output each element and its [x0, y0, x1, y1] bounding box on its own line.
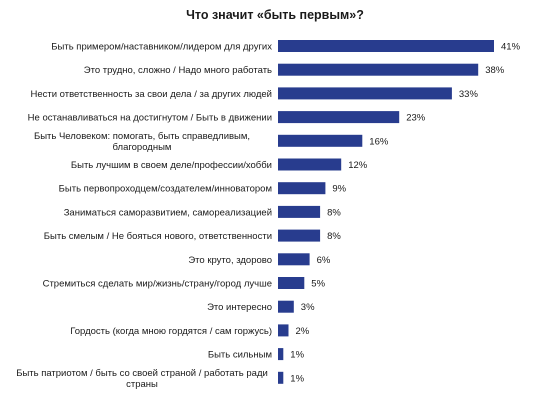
data-label: 16% — [369, 136, 389, 147]
bar — [278, 205, 321, 218]
category-label-line: Это круто, здорово — [188, 255, 272, 266]
category-label-line: Это интересно — [207, 302, 272, 313]
category-label-line: Быть смелым / Не бояться нового, ответст… — [44, 231, 272, 242]
data-label: 3% — [301, 302, 315, 313]
data-label: 1% — [290, 373, 304, 384]
bar — [278, 371, 284, 384]
data-label: 9% — [332, 184, 346, 195]
bar — [278, 134, 363, 147]
category-label-line: Быть сильным — [208, 350, 272, 361]
category-label: Быть патриотом / быть со своей страной /… — [16, 368, 268, 390]
category-label-line: Нести ответственность за свои дела / за … — [30, 89, 272, 100]
bar — [278, 324, 289, 337]
data-label: 2% — [296, 326, 310, 337]
bar — [278, 40, 494, 52]
category-label: Гордость (когда мною гордятся / сам горж… — [70, 326, 272, 337]
category-label-line: Заниматься саморазвитием, самореализацие… — [64, 207, 272, 218]
category-label: Быть первопроходцем/создателем/инноватор… — [59, 184, 272, 195]
bar — [278, 253, 310, 266]
category-label: Быть сильным — [208, 350, 272, 361]
category-label: Быть Человеком: помогать, быть справедли… — [34, 131, 250, 153]
category-label: Нести ответственность за свои дела / за … — [30, 89, 272, 100]
category-label: Не останавливаться на достигнутом / Быть… — [28, 113, 272, 124]
bar — [278, 63, 479, 76]
category-label: Быть лучшим в своем деле/профессии/хобби — [71, 160, 272, 171]
bar — [278, 182, 326, 195]
bar — [278, 229, 321, 242]
data-label: 6% — [317, 255, 331, 266]
data-label: 8% — [327, 231, 341, 242]
data-label: 12% — [348, 160, 368, 171]
chart-title: Что значит «быть первым»? — [186, 8, 364, 22]
category-label: Быть примером/наставником/лидером для др… — [51, 42, 272, 53]
category-label-line: Это трудно, сложно / Надо много работать — [84, 65, 272, 76]
category-label-line: страны — [126, 379, 158, 390]
category-label-line: Быть первопроходцем/создателем/инноватор… — [59, 184, 272, 195]
bar — [278, 277, 305, 289]
data-label: 5% — [311, 279, 325, 290]
bar — [278, 87, 452, 100]
category-label: Стремиться сделать мир/жизнь/страну/горо… — [43, 279, 272, 290]
category-label-line: Гордость (когда мною гордятся / сам горж… — [70, 326, 272, 337]
category-label: Это интересно — [207, 302, 272, 313]
data-label: 38% — [485, 65, 505, 76]
category-label: Это трудно, сложно / Надо много работать — [84, 65, 272, 76]
bar — [278, 158, 342, 171]
category-label-line: Стремиться сделать мир/жизнь/страну/горо… — [43, 279, 272, 290]
bar — [278, 348, 284, 361]
category-label-line: благородным — [113, 142, 172, 153]
data-label: 8% — [327, 207, 341, 218]
data-label: 23% — [406, 113, 426, 124]
data-label: 1% — [290, 350, 304, 361]
category-label-line: Быть лучшим в своем деле/профессии/хобби — [71, 160, 272, 171]
category-label: Это круто, здорово — [188, 255, 272, 266]
data-label: 41% — [501, 42, 521, 53]
category-label-line: Быть Человеком: помогать, быть справедли… — [34, 131, 250, 142]
data-label: 33% — [459, 89, 479, 100]
category-label-line: Быть примером/наставником/лидером для др… — [51, 42, 272, 53]
category-label: Заниматься саморазвитием, самореализацие… — [64, 207, 272, 218]
bar — [278, 111, 400, 124]
bar — [278, 300, 294, 313]
category-label-line: Не останавливаться на достигнутом / Быть… — [28, 113, 272, 124]
category-label: Быть смелым / Не бояться нового, ответст… — [44, 231, 272, 242]
category-label-line: Быть патриотом / быть со своей страной /… — [16, 368, 268, 379]
